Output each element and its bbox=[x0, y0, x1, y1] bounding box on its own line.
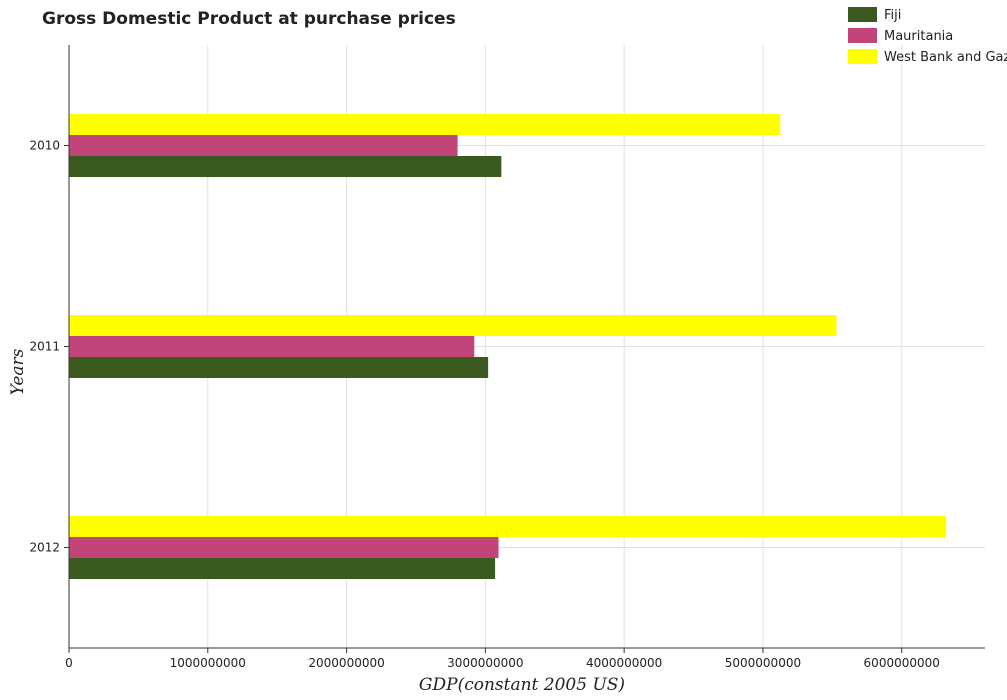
y-tick-label: 2012 bbox=[29, 541, 60, 555]
x-tick-label: 6000000000 bbox=[864, 656, 940, 670]
chart-title: Gross Domestic Product at purchase price… bbox=[42, 9, 456, 29]
bar-west-bank-and-gaza-2010 bbox=[69, 114, 781, 135]
bar-mauritania-2012 bbox=[69, 537, 499, 558]
legend-swatch-west-bank-and-gaza bbox=[848, 49, 877, 64]
legend-label-mauritania: Mauritania bbox=[884, 29, 953, 44]
legend-swatch-fiji bbox=[848, 7, 877, 22]
legend-label-west-bank-and-gaza: West Bank and Gaza bbox=[884, 50, 1007, 65]
x-tick-label: 2000000000 bbox=[308, 656, 384, 670]
bar-fiji-2011 bbox=[69, 357, 489, 378]
bar-fiji-2012 bbox=[69, 558, 496, 579]
legend-swatch-mauritania bbox=[848, 28, 877, 43]
x-tick-label: 1000000000 bbox=[170, 656, 246, 670]
y-axis-label: Years bbox=[8, 348, 28, 395]
x-tick-label: 3000000000 bbox=[447, 656, 523, 670]
bar-west-bank-and-gaza-2011 bbox=[69, 315, 837, 336]
x-tick-label: 4000000000 bbox=[586, 656, 662, 670]
bar-mauritania-2010 bbox=[69, 135, 458, 156]
axis-layer: 0 1000000000 2000000000 3000000000 400000000… bbox=[29, 45, 985, 670]
x-axis-label: GDP(constant 2005 US) bbox=[419, 675, 625, 695]
y-tick-label: 2010 bbox=[29, 139, 60, 153]
x-tick-label: 0 bbox=[65, 656, 73, 670]
bar-fiji-2010 bbox=[69, 156, 502, 177]
y-tick-label: 2011 bbox=[29, 340, 60, 354]
legend: Fiji Mauritania West Bank and Gaza bbox=[848, 7, 1007, 65]
bar-mauritania-2011 bbox=[69, 336, 475, 357]
x-tick-label: 5000000000 bbox=[725, 656, 801, 670]
bar-layer bbox=[69, 114, 947, 579]
bar-west-bank-and-gaza-2012 bbox=[69, 516, 947, 537]
legend-label-fiji: Fiji bbox=[884, 8, 901, 23]
